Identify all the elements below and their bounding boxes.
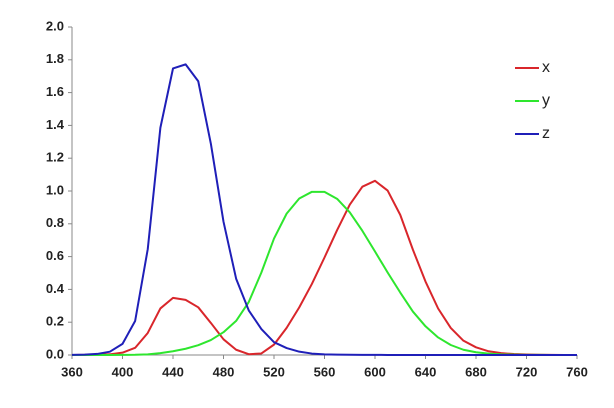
y-tick-label: 0.0 <box>46 346 64 361</box>
y-tick-label: 0.6 <box>46 248 64 263</box>
y-tick-label: 2.0 <box>46 18 64 33</box>
x-tick-label: 640 <box>415 364 437 379</box>
x-tick-label: 600 <box>364 364 386 379</box>
x-tick-label: 480 <box>213 364 235 379</box>
y-tick-label: 1.8 <box>46 51 64 66</box>
x-tick-label: 680 <box>465 364 487 379</box>
legend-label: z <box>542 125 550 142</box>
y-tick-label: 0.8 <box>46 215 64 230</box>
x-tick-label: 720 <box>516 364 538 379</box>
series-line <box>71 63 577 356</box>
x-tick-label: 760 <box>566 364 588 379</box>
y-tick-label: 1.0 <box>46 182 64 197</box>
x-tick-label: 560 <box>314 364 336 379</box>
y-tick-label: 1.2 <box>46 150 64 165</box>
x-tick-label: 440 <box>162 364 184 379</box>
series-line <box>72 190 577 356</box>
x-tick-label: 360 <box>61 364 83 379</box>
y-tick-label: 1.4 <box>46 117 65 132</box>
series-line <box>71 179 578 356</box>
x-tick-label: 400 <box>112 364 134 379</box>
legend-label: y <box>542 92 550 109</box>
y-tick-label: 1.6 <box>46 84 64 99</box>
legend-label: x <box>542 59 550 76</box>
y-tick-label: 0.2 <box>46 314 64 329</box>
x-tick-label: 520 <box>263 364 285 379</box>
y-tick-label: 0.4 <box>46 281 65 296</box>
